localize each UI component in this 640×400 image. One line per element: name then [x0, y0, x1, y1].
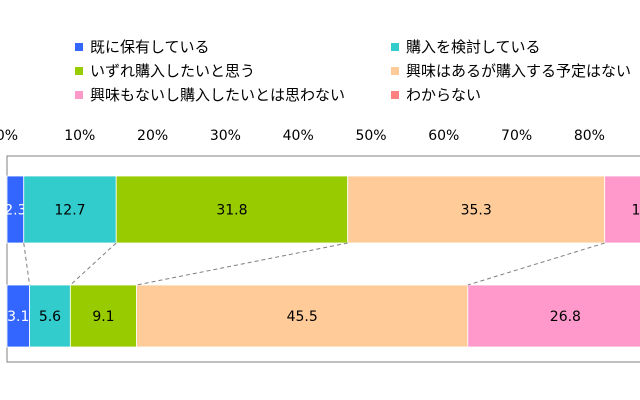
legend-label: 購入を検討している: [406, 38, 541, 56]
x-tick-label: 80%: [574, 128, 605, 144]
legend-swatch: [391, 90, 399, 99]
legend-swatch: [75, 66, 83, 75]
data-label: 3.1: [7, 309, 29, 325]
data-label: 31.8: [216, 203, 247, 219]
x-tick-label: 40%: [283, 128, 314, 144]
legend-label: わからない: [406, 86, 482, 104]
bar-segment: [69, 284, 137, 348]
x-tick-label: 60%: [428, 128, 459, 144]
data-label: 26.8: [550, 309, 581, 325]
legend-swatch: [75, 42, 83, 51]
legend-item: 興味はあるが購入する予定はない: [391, 60, 631, 81]
legend-item: 購入を検討している: [391, 36, 541, 57]
data-label: 35.3: [461, 203, 492, 219]
series-connector-line: [69, 242, 117, 286]
x-tick-label: 10%: [64, 128, 95, 144]
bar-segment: [115, 175, 349, 244]
legend-label: いずれ購入したいと思う: [90, 62, 256, 80]
data-label: 12.7: [54, 203, 85, 219]
legend-label: 既に保有している: [90, 38, 210, 56]
legend-swatch: [75, 90, 83, 99]
data-label: 9.1: [92, 309, 114, 325]
legend-label: 興味もないし購入したいとは思わない: [90, 86, 346, 104]
bar-segment: [23, 175, 117, 244]
bar-segment: [347, 175, 606, 244]
legend-label: 興味はあるが購入する予定はない: [406, 62, 632, 80]
x-tick-label: 70%: [501, 128, 532, 144]
legend-item: 既に保有している: [75, 36, 210, 57]
x-tick-label: 20%: [137, 128, 168, 144]
legend-item: いずれ購入したいと思う: [75, 60, 255, 81]
series-connector-line: [136, 242, 348, 286]
data-label: 1: [632, 203, 640, 219]
plot-frame: [6, 155, 640, 363]
bar-segment: [604, 175, 640, 244]
legend-item: わからない: [391, 84, 481, 105]
bar-segment: [467, 284, 640, 348]
x-tick-label: 0%: [0, 128, 18, 144]
data-label: 45.5: [287, 309, 318, 325]
data-label: 2.3: [4, 203, 26, 219]
data-label: 5.6: [39, 309, 61, 325]
legend-item: 興味もないし購入したいとは思わない: [75, 84, 345, 105]
x-tick-label: 50%: [355, 128, 386, 144]
x-tick-label: 30%: [210, 128, 241, 144]
legend-swatch: [391, 66, 399, 75]
series-connector-line: [467, 242, 605, 286]
legend-swatch: [391, 42, 399, 51]
bar-segment: [136, 284, 469, 348]
series-connector-line: [23, 242, 31, 286]
